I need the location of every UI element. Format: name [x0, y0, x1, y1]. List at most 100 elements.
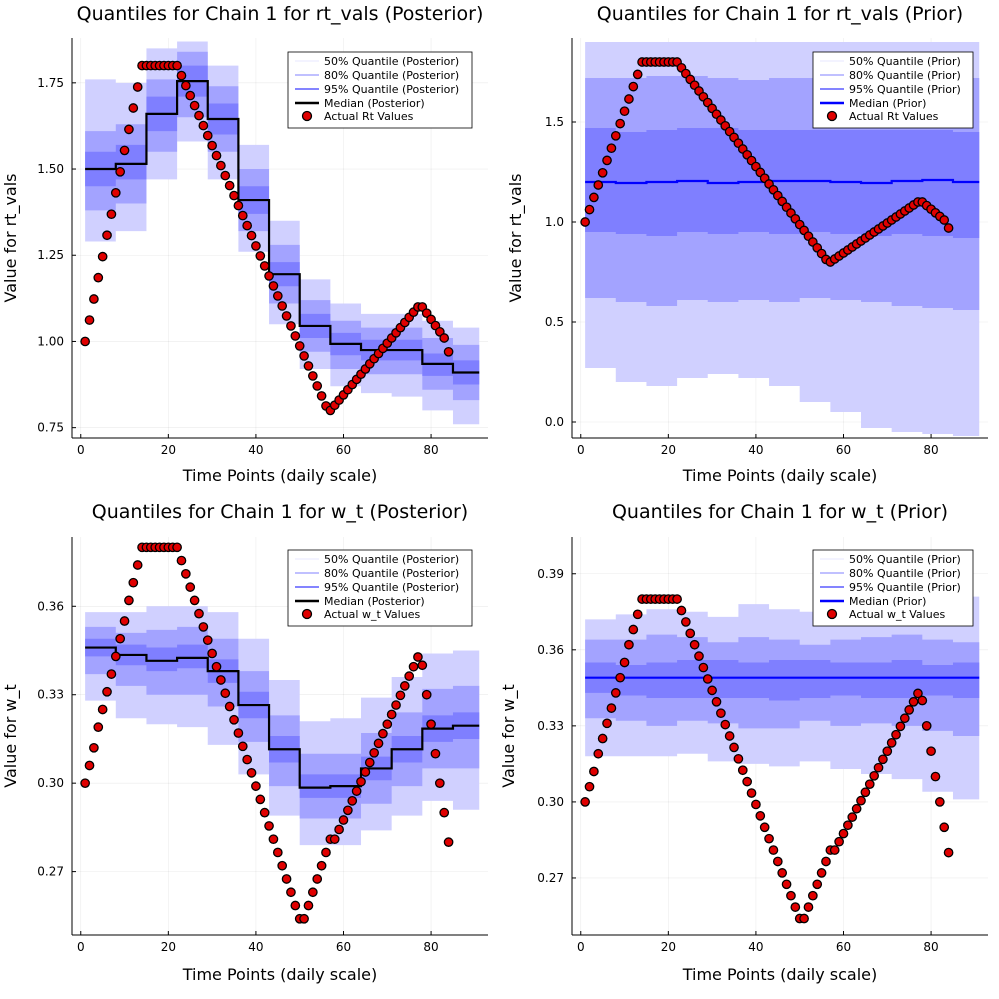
- actual-point: [369, 747, 379, 758]
- legend-entry-95: 95% Quantile (Posterior): [295, 581, 459, 594]
- actual-point: [606, 143, 617, 154]
- actual-point: [395, 690, 406, 701]
- y-tick-label: 1.0: [545, 215, 564, 229]
- actual-point: [224, 701, 235, 712]
- actual-point: [755, 811, 766, 821]
- actual-point: [259, 807, 270, 818]
- actual-point: [294, 341, 305, 351]
- actual-point: [264, 271, 274, 281]
- x-tick-label: 40: [748, 940, 763, 954]
- actual-point: [742, 776, 753, 787]
- legend-box: [287, 51, 473, 129]
- chart-title: Quantiles for Chain 1 for w_t (Prior): [612, 501, 948, 523]
- x-tick-label: 60: [836, 443, 851, 457]
- actual-point: [80, 336, 90, 347]
- y-tick-label: 0.30: [537, 795, 564, 809]
- actual-point: [891, 729, 901, 740]
- x-tick-label: 20: [161, 443, 176, 457]
- actual-point: [672, 594, 682, 604]
- plot-area: 0 20 40 60 80 0.27 0.30 0.33 0.36 0.39: [537, 537, 988, 954]
- actual-point: [115, 166, 126, 177]
- actual-point: [110, 651, 121, 662]
- y-tick-label: 0.30: [37, 776, 64, 790]
- actual-point: [786, 890, 796, 901]
- actual-point: [628, 81, 639, 92]
- actual-point: [255, 794, 266, 805]
- actual-point: [360, 767, 371, 777]
- actual-point: [843, 820, 853, 831]
- actual-point: [277, 860, 288, 871]
- legend-label: 95% Quantile (Posterior): [324, 581, 459, 594]
- actual-point: [404, 671, 415, 682]
- legend-label: 80% Quantile (Prior): [849, 567, 961, 580]
- actual-point: [281, 874, 292, 884]
- actual-point: [272, 847, 283, 858]
- legend-label: 95% Quantile (Posterior): [324, 83, 459, 96]
- legend-entry-80: 80% Quantile (Prior): [820, 567, 961, 580]
- y-axis-label: Value for w_t: [1, 684, 21, 787]
- legend-label: Actual Rt Values: [324, 110, 414, 123]
- actual-point: [716, 708, 726, 719]
- actual-point: [321, 847, 331, 858]
- median-line: [85, 646, 480, 789]
- x-tick-label: 20: [661, 940, 676, 954]
- actual-point: [220, 688, 231, 699]
- actual-point: [97, 251, 108, 262]
- panel-wt-prior: Quantiles for Chain 1 for w_t (Prior) Ti…: [499, 501, 988, 984]
- actual-point: [268, 834, 279, 845]
- actual-point: [610, 130, 621, 141]
- actual-point: [299, 913, 309, 924]
- actual-point: [584, 781, 595, 792]
- actual-point: [589, 192, 599, 203]
- actual-point: [334, 824, 344, 835]
- actual-point: [259, 261, 270, 271]
- actual-point: [443, 837, 454, 847]
- actual-point: [803, 902, 814, 912]
- actual-point: [943, 847, 954, 858]
- x-tick-label: 80: [423, 940, 438, 954]
- actual-point: [632, 609, 643, 620]
- legend-entry-actual: Actual Rt Values: [301, 110, 414, 123]
- legend-swatch-actual: [826, 608, 838, 620]
- actual-point: [628, 624, 639, 635]
- actual-point: [685, 628, 696, 639]
- actual-point: [602, 718, 612, 729]
- actual-point: [610, 688, 621, 698]
- actual-point: [799, 913, 809, 924]
- y-tick-label: 0.33: [537, 719, 564, 733]
- actual-point: [781, 879, 792, 890]
- actual-point: [181, 569, 191, 579]
- panel-wt-posterior: Quantiles for Chain 1 for w_t (Posterior…: [1, 501, 488, 984]
- x-tick-label: 60: [836, 940, 851, 954]
- actual-point: [580, 797, 590, 807]
- x-tick-label: 80: [423, 443, 438, 457]
- actual-point: [220, 170, 231, 181]
- actual-point: [202, 635, 213, 646]
- actual-point: [211, 661, 222, 672]
- actual-point: [702, 674, 713, 684]
- actual-point: [439, 807, 450, 818]
- actual-point: [316, 391, 327, 401]
- legend-entry-actual: Actual w_t Values: [826, 608, 945, 621]
- legend-label: Actual Rt Values: [849, 110, 939, 123]
- actual-point: [421, 689, 432, 700]
- actual-point: [720, 719, 731, 730]
- legend-label: 95% Quantile (Prior): [849, 581, 961, 594]
- x-tick-label: 60: [336, 940, 351, 954]
- plot-area: 0 20 40 60 80 0.27 0.30 0.33 0.36: [37, 537, 488, 954]
- actual-point: [128, 103, 139, 113]
- actual-point: [382, 719, 393, 730]
- actual-point: [84, 760, 95, 771]
- actual-point: [237, 210, 248, 221]
- actual-point: [772, 856, 783, 867]
- actual-point: [172, 60, 182, 71]
- actual-point: [821, 856, 831, 867]
- legend: 50% Quantile (Prior) 80% Quantile (Prior…: [812, 51, 974, 129]
- legend-label: Actual w_t Values: [324, 608, 420, 621]
- y-tick-label: 0.0: [545, 415, 564, 429]
- y-tick-label: 1.25: [37, 248, 64, 262]
- actual-point: [790, 902, 801, 912]
- actual-point: [307, 371, 318, 381]
- legend-entry-95: 95% Quantile (Posterior): [295, 83, 459, 96]
- actual-point: [864, 779, 875, 790]
